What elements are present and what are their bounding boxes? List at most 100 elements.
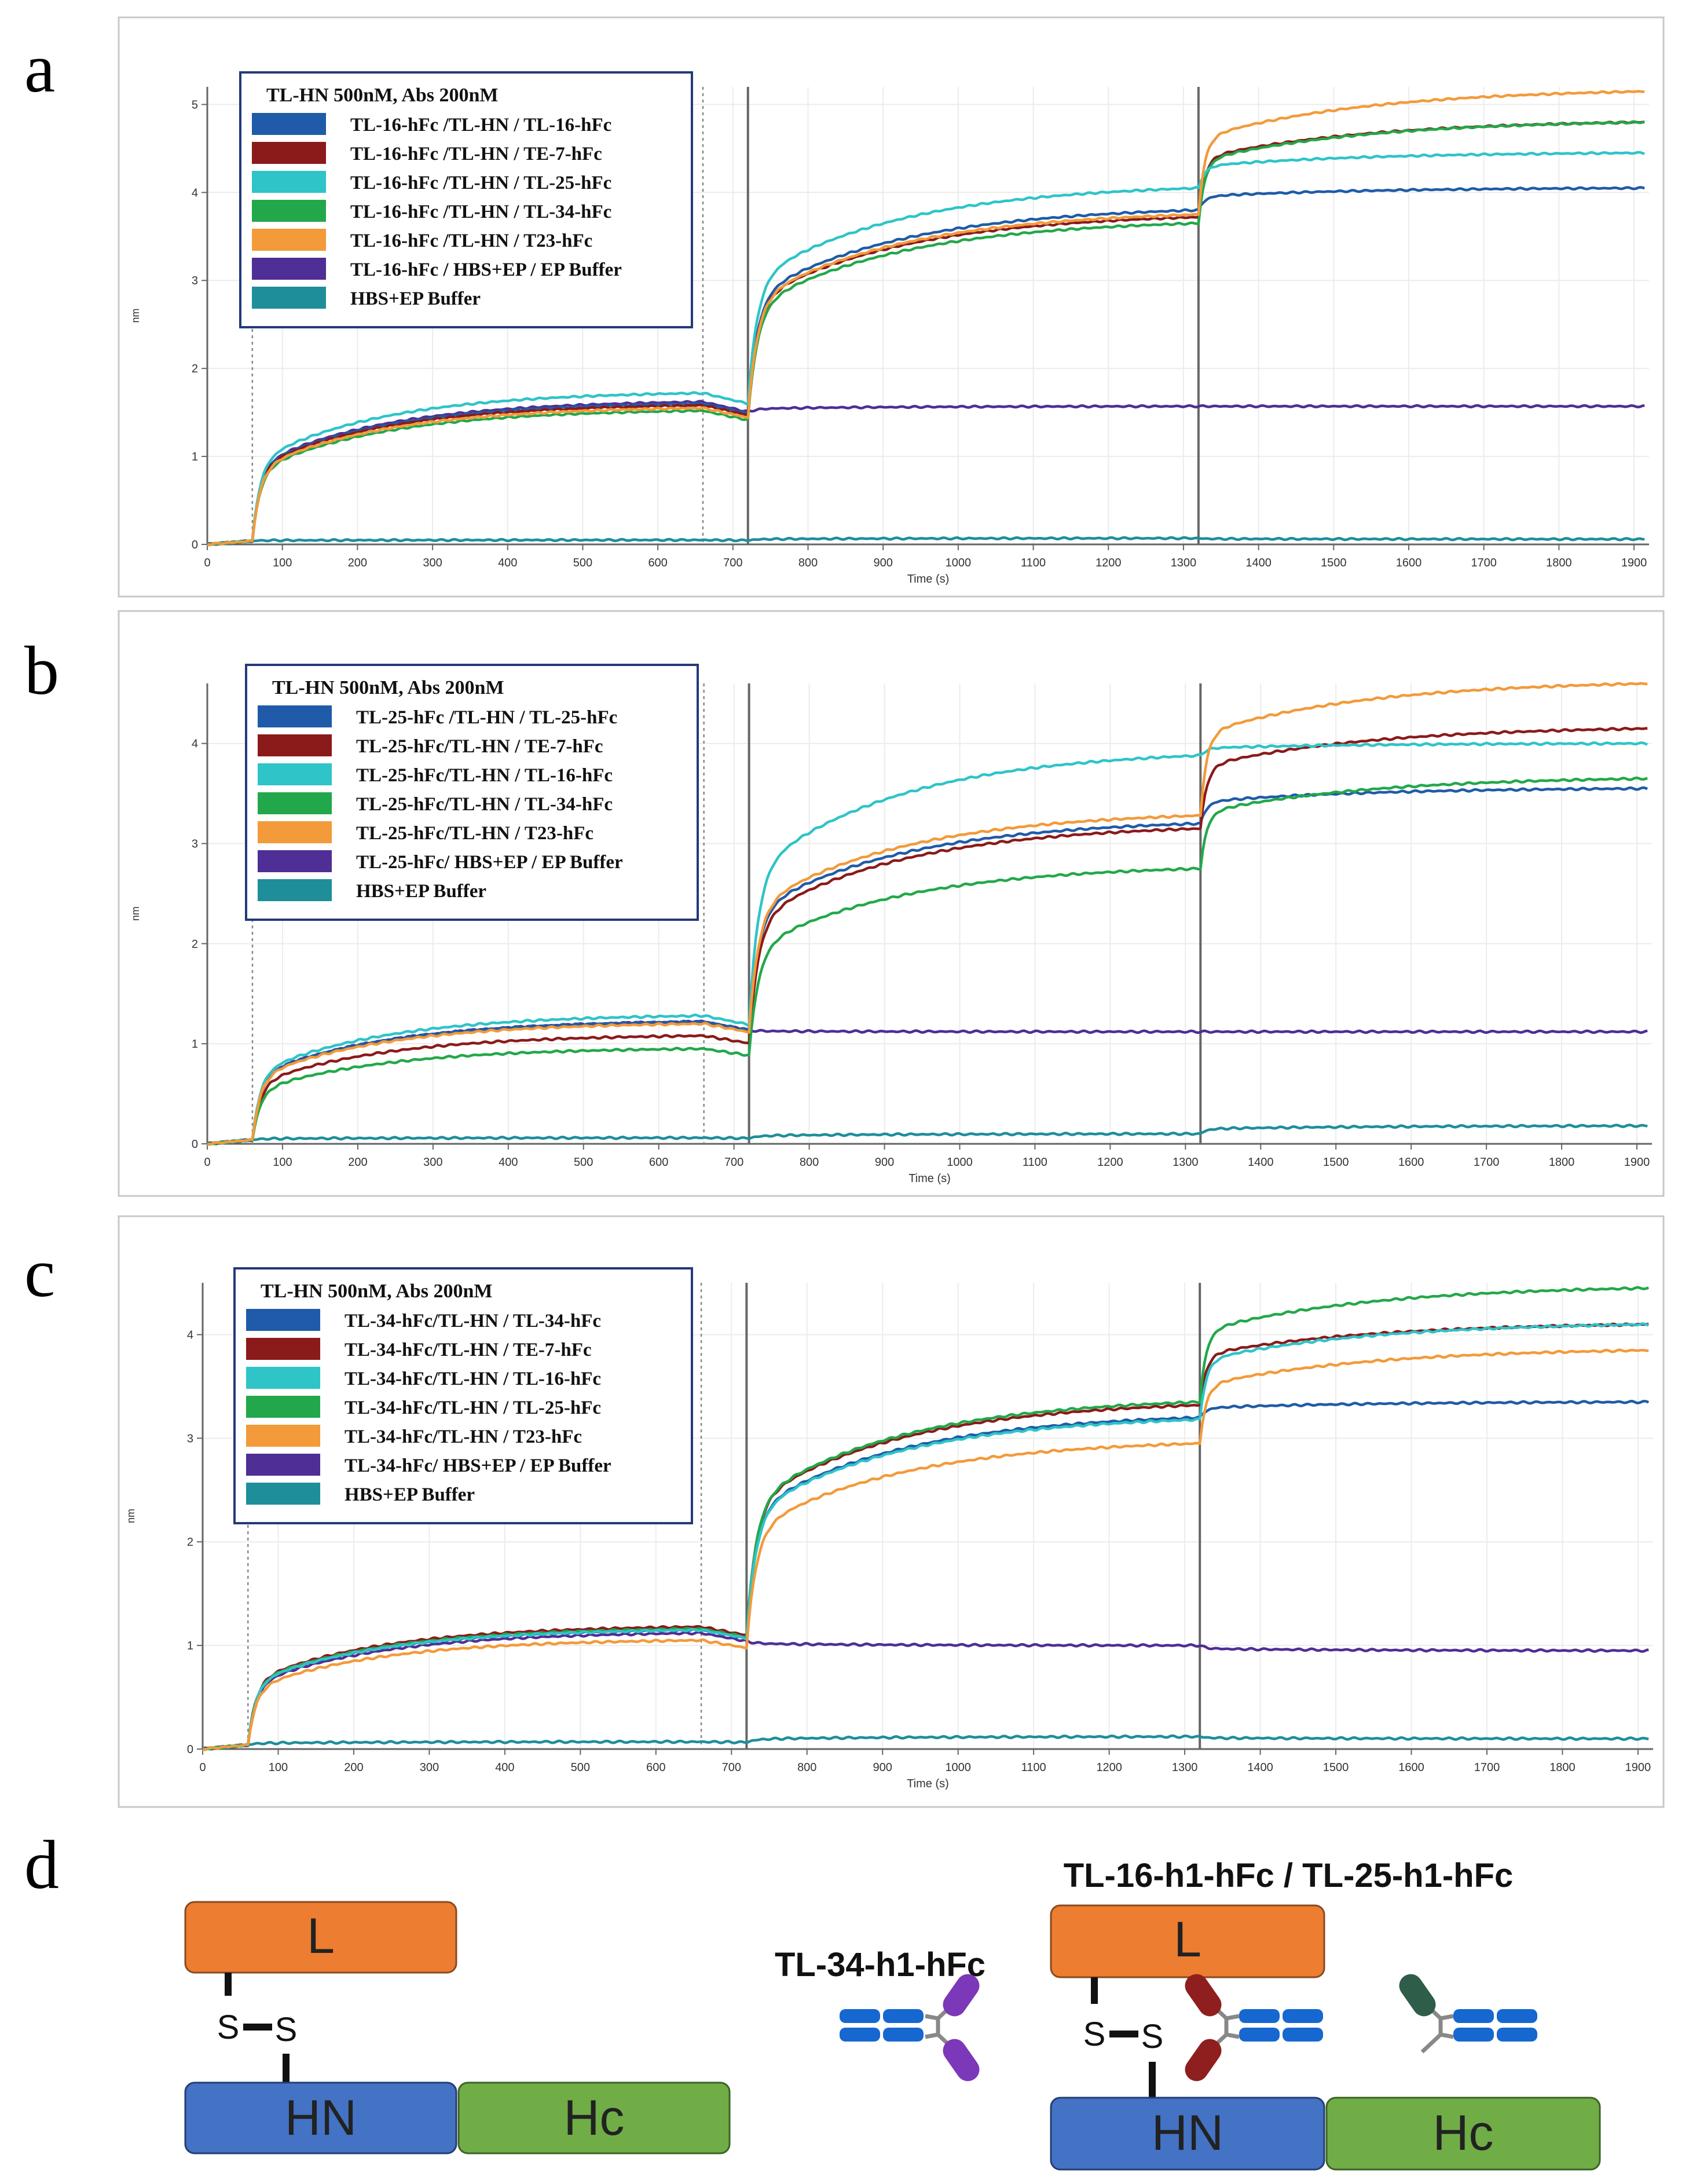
- x-tick-label: 400: [498, 557, 517, 569]
- y-tick-label: 5: [192, 98, 198, 111]
- legend-label: TL-16-hFc /TL-HN / TL-16-hFc: [350, 115, 611, 136]
- legend-swatch: [246, 1367, 320, 1389]
- right-hn-label: HN: [1152, 2105, 1223, 2161]
- x-tick-label: 1900: [1621, 557, 1647, 569]
- x-tick-label: 800: [798, 557, 818, 569]
- y-tick-label: 2: [187, 1536, 193, 1549]
- x-tick-label: 1400: [1245, 557, 1272, 569]
- x-tick-label: 0: [199, 1761, 206, 1774]
- x-tick-label: 1600: [1398, 1156, 1424, 1169]
- y-tick-label: 4: [192, 186, 198, 199]
- legend-swatch: [258, 879, 332, 901]
- series-line: [207, 90, 1645, 547]
- legend-title: TL-HN 500nM, Abs 200nM: [266, 85, 499, 106]
- x-tick-label: 1900: [1624, 1156, 1650, 1169]
- chart-panel-c: 0 100 200 300 400 500 600 700 800 900 1000 1100 1200…: [118, 1215, 1665, 1808]
- x-tick-label: 1500: [1323, 1156, 1349, 1169]
- legend-swatch: [258, 792, 332, 814]
- left-hn-label: HN: [285, 2090, 357, 2146]
- series-line: [207, 682, 1648, 1146]
- legend-swatch: [258, 734, 332, 756]
- x-tick-label: 1500: [1323, 1761, 1349, 1774]
- left-l-domain: [184, 1901, 457, 1974]
- series-line: [207, 120, 1645, 546]
- x-tick-label: 500: [574, 1156, 593, 1169]
- x-tick-label: 700: [722, 1761, 741, 1774]
- right-label-left: TL-34-h1-hFc: [775, 1946, 985, 1984]
- y-tick-label: 1: [192, 1038, 198, 1051]
- x-tick-label: 1000: [947, 1156, 973, 1169]
- panel-letter-d: d: [24, 1826, 59, 1903]
- x-tick-label: 800: [797, 1761, 816, 1774]
- x-tick-label: 1100: [1021, 1761, 1046, 1774]
- right-sulfur-1: S: [1083, 2015, 1106, 2053]
- series-line: [207, 151, 1645, 546]
- y-tick-label: 2: [192, 938, 198, 950]
- x-tick-label: 1800: [1549, 1156, 1575, 1169]
- y-tick-label: 0: [187, 1743, 193, 1756]
- legend-label: TL-34-hFc/TL-HN / TL-16-hFc: [345, 1369, 601, 1389]
- y-tick-label: 1: [192, 451, 198, 463]
- legend-swatch: [252, 113, 326, 135]
- x-tick-label: 1800: [1546, 557, 1572, 569]
- x-tick-label: 700: [723, 557, 742, 569]
- x-tick-label: 600: [649, 1156, 668, 1169]
- x-tick-label: 900: [875, 1156, 894, 1169]
- left-sulfur-1: S: [217, 2009, 240, 2046]
- left-hc-label: Hc: [563, 2090, 624, 2146]
- panel-letter-a: a: [24, 30, 55, 107]
- x-tick-label: 1800: [1549, 1761, 1576, 1774]
- legend-label: TL-25-hFc /TL-HN / TL-25-hFc: [356, 707, 617, 728]
- x-tick-label: 900: [873, 1761, 892, 1774]
- legend-label: TL-34-hFc/TL-HN / TE-7-hFc: [345, 1340, 592, 1360]
- x-tick-label: 400: [495, 1761, 514, 1774]
- x-tick-label: 1300: [1171, 557, 1197, 569]
- right-l-label: L: [1174, 1912, 1201, 1967]
- x-tick-label: 500: [573, 557, 592, 569]
- x-tick-label: 300: [423, 557, 442, 569]
- legend-swatch: [258, 763, 332, 785]
- legend-swatch: [252, 229, 326, 251]
- domain-diagram: L S S HN Hc TL-16-h1-hFc / TL-25-h1-hFc …: [184, 1857, 1601, 2171]
- legend-swatch: [246, 1425, 320, 1447]
- x-tick-label: 1100: [1023, 1156, 1047, 1169]
- panel-letter-c: c: [24, 1234, 55, 1311]
- x-tick-label: 200: [348, 557, 367, 569]
- x-tick-label: 1200: [1097, 1156, 1123, 1169]
- x-axis-label: Time (s): [907, 1777, 949, 1790]
- x-tick-label: 1200: [1096, 1761, 1122, 1774]
- series-line: [202, 1322, 1649, 1751]
- x-tick-label: 1000: [945, 1761, 971, 1774]
- x-tick-label: 1600: [1396, 557, 1422, 569]
- left-l-label: L: [307, 1908, 335, 1964]
- series-line: [207, 776, 1648, 1146]
- legend-swatch: [252, 142, 326, 164]
- legend-swatch: [246, 1309, 320, 1331]
- legend-swatch: [246, 1338, 320, 1360]
- legend-label: TL-25-hFc/ HBS+EP / EP Buffer: [356, 852, 623, 873]
- legend-label: HBS+EP Buffer: [356, 881, 486, 902]
- legend-label: TL-25-hFc/TL-HN / T23-hFc: [356, 823, 593, 844]
- legend-label: TL-25-hFc/TL-HN / TL-34-hFc: [356, 794, 613, 815]
- legend-swatch: [252, 200, 326, 222]
- y-tick-label: 0: [192, 1138, 198, 1151]
- y-tick-label: 4: [192, 738, 198, 751]
- legend-swatch: [258, 705, 332, 727]
- series-line: [207, 536, 1645, 547]
- x-tick-label: 800: [800, 1156, 819, 1169]
- chart-panel-b: 0 100 200 300 400 500 600 700 800 900 1000 1100 1200…: [118, 610, 1665, 1197]
- legend-swatch: [252, 258, 326, 280]
- legend-swatch: [246, 1483, 320, 1505]
- x-tick-label: 0: [204, 557, 210, 569]
- series-line: [202, 1734, 1649, 1751]
- antibody-tl34-icon: [840, 1974, 980, 2081]
- right-sulfur-2: S: [1141, 2018, 1164, 2055]
- y-axis-label: nm: [130, 906, 141, 921]
- antibody-tl16-icon: [1185, 1974, 1323, 2081]
- series-line: [202, 1630, 1649, 1751]
- legend-label: TL-34-hFc/TL-HN / TL-34-hFc: [345, 1311, 601, 1331]
- series-line: [207, 400, 1645, 546]
- y-tick-label: 4: [187, 1329, 193, 1341]
- series-line: [207, 741, 1648, 1146]
- legend-title: TL-HN 500nM, Abs 200nM: [261, 1281, 493, 1302]
